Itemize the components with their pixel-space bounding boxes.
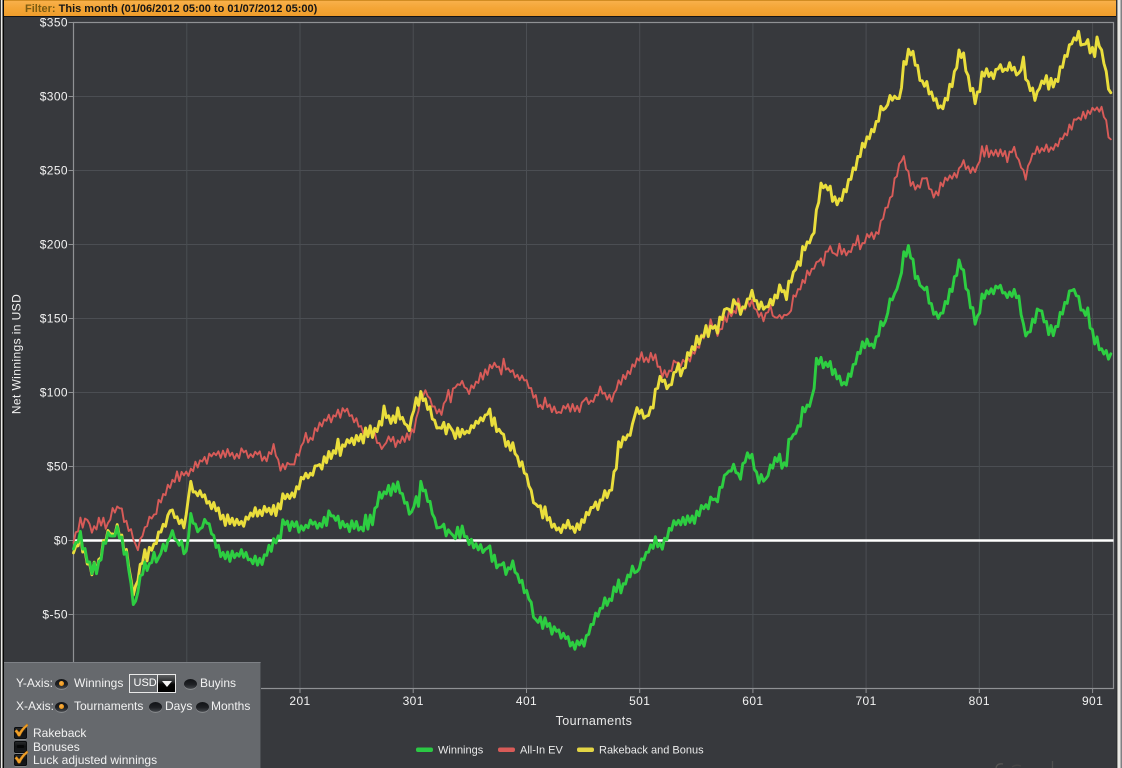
svg-text:201: 201 (289, 694, 310, 708)
svg-text:$150: $150 (40, 312, 68, 326)
svg-text:All-In EV: All-In EV (520, 745, 563, 757)
svg-text:$50: $50 (47, 460, 68, 474)
svg-text:Net Winnings in USD: Net Winnings in USD (10, 294, 24, 414)
svg-text:$100: $100 (40, 386, 68, 400)
svg-text:$0: $0 (54, 534, 68, 548)
svg-text:601: 601 (742, 694, 763, 708)
svg-text:901: 901 (1082, 694, 1103, 708)
svg-text:Tournaments: Tournaments (556, 714, 633, 728)
svg-text:$300: $300 (40, 90, 68, 104)
svg-text:301: 301 (403, 694, 424, 708)
svg-text:501: 501 (629, 694, 650, 708)
svg-text:701: 701 (855, 694, 876, 708)
svg-text:Rakeback and Bonus: Rakeback and Bonus (599, 745, 704, 757)
svg-text:$-50: $-50 (42, 608, 68, 622)
svg-text:801: 801 (969, 694, 990, 708)
svg-text:$250: $250 (40, 164, 68, 178)
svg-text:401: 401 (516, 694, 537, 708)
svg-text:Winnings: Winnings (438, 745, 484, 757)
svg-text:$200: $200 (40, 238, 68, 252)
svg-text:$350: $350 (40, 17, 68, 30)
